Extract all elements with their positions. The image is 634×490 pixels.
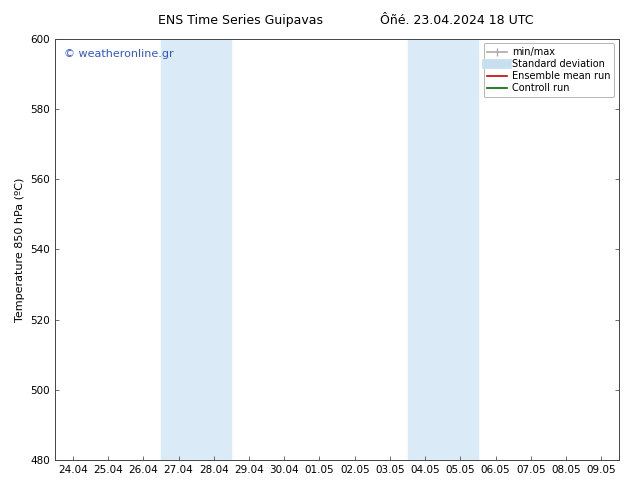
Text: Ôñé. 23.04.2024 18 UTC: Ôñé. 23.04.2024 18 UTC <box>380 14 533 27</box>
Bar <box>408 39 478 460</box>
Bar <box>161 39 231 460</box>
Y-axis label: Temperature 850 hPa (ºC): Temperature 850 hPa (ºC) <box>15 177 25 321</box>
Text: ENS Time Series Guipavas: ENS Time Series Guipavas <box>158 14 323 27</box>
Text: © weatheronline.gr: © weatheronline.gr <box>63 49 173 59</box>
Legend: min/max, Standard deviation, Ensemble mean run, Controll run: min/max, Standard deviation, Ensemble me… <box>484 44 614 97</box>
